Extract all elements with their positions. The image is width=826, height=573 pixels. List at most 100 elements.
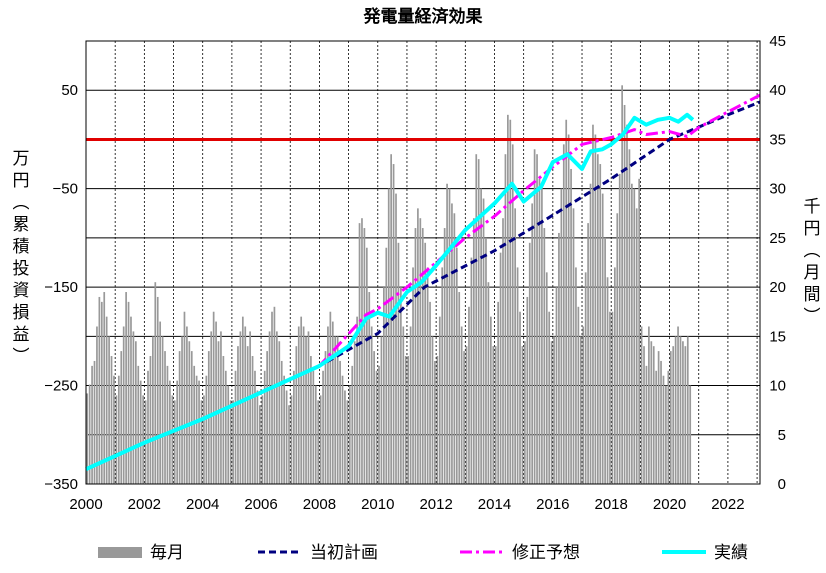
monthly-bar [132, 331, 135, 484]
left-tick-label: −250 [44, 378, 78, 395]
x-tick-label: 2008 [303, 496, 336, 513]
monthly-bar [88, 384, 91, 484]
monthly-bar [421, 228, 424, 484]
monthly-bar [307, 331, 310, 484]
monthly-bar [86, 393, 89, 484]
monthly-bar [293, 370, 295, 484]
monthly-bar [407, 356, 410, 484]
left-axis-label: 万円︵累積投資損益︶ [13, 149, 30, 367]
monthly-bar [285, 390, 288, 484]
monthly-bar [633, 188, 636, 484]
monthly-bar [446, 183, 448, 484]
monthly-bar [283, 375, 286, 484]
monthly-bar [322, 370, 324, 484]
monthly-bar [329, 311, 332, 484]
monthly-bar [562, 144, 565, 484]
monthly-bar [414, 228, 417, 484]
monthly-bar [504, 154, 507, 484]
monthly-bar [370, 326, 373, 484]
monthly-bar [468, 306, 470, 484]
monthly-bar [314, 385, 317, 484]
x-tick-label: 2006 [244, 496, 277, 513]
monthly-bar [560, 188, 563, 484]
monthly-bar [631, 183, 633, 484]
monthly-bar [232, 400, 234, 484]
monthly-bar [237, 346, 239, 484]
monthly-bar [290, 395, 293, 484]
monthly-bar [280, 360, 283, 484]
monthly-bar [113, 375, 115, 484]
monthly-bar [470, 257, 473, 484]
monthly-bar [672, 346, 675, 484]
monthly-bar [463, 351, 465, 484]
monthly-bar [550, 341, 553, 484]
axis-title: 万円︵累積投資損益︶ [13, 149, 30, 367]
monthly-bar [400, 287, 402, 484]
monthly-bar [565, 119, 568, 484]
monthly-bar [472, 218, 475, 484]
monthly-bar [524, 341, 526, 484]
monthly-bar [181, 336, 183, 484]
monthly-bar [482, 198, 485, 484]
monthly-bar [361, 218, 363, 484]
monthly-bar [628, 149, 631, 485]
left-tick-label: −150 [44, 279, 78, 296]
monthly-bar [263, 370, 266, 484]
monthly-bar [312, 370, 315, 484]
right-tick-label: 5 [778, 427, 786, 444]
x-tick-label: 2012 [419, 496, 452, 513]
monthly-bar [419, 218, 422, 484]
monthly-bar [502, 218, 504, 484]
monthly-bar [669, 351, 672, 484]
monthly-bar [412, 267, 414, 484]
monthly-bar [623, 104, 626, 484]
monthly-bar [404, 356, 407, 484]
right-tick-label: 10 [769, 378, 786, 395]
monthly-bar [93, 360, 96, 484]
monthly-bar [203, 395, 205, 484]
monthly-bar [621, 85, 623, 485]
x-tick-label: 2018 [595, 496, 628, 513]
monthly-bar [117, 375, 120, 484]
monthly-bar [679, 336, 682, 484]
monthly-bar [616, 213, 619, 484]
monthly-bar [353, 341, 356, 484]
monthly-bar [271, 311, 273, 484]
series-lines [85, 93, 761, 472]
monthly-bar [351, 365, 354, 484]
monthly-bar [599, 164, 602, 485]
monthly-bar [575, 267, 577, 484]
plot-frame [85, 40, 761, 485]
monthly-bar [251, 356, 254, 484]
monthly-bar [200, 400, 203, 484]
monthly-bar [288, 405, 290, 484]
x-tick-label: 2014 [478, 496, 511, 513]
monthly-bar [434, 360, 436, 484]
monthly-bar [212, 311, 215, 484]
monthly-bar [460, 326, 463, 484]
monthly-bar [606, 277, 609, 484]
monthly-bar [375, 370, 378, 484]
monthly-bar [645, 365, 648, 484]
monthly-bar [278, 341, 281, 484]
monthly-bar [173, 400, 176, 484]
monthly-bar [256, 390, 259, 484]
right-axis-label: 千円︵月間︶ [804, 197, 821, 327]
monthly-bar [572, 208, 575, 484]
monthly-bar [224, 370, 227, 484]
monthly-bar [154, 282, 157, 484]
monthly-bar [210, 331, 213, 484]
right-tick-label: 40 [769, 82, 786, 99]
monthly-bar [677, 326, 679, 484]
x-tick-label: 2020 [653, 496, 686, 513]
monthly-bar [475, 154, 478, 484]
monthly-bar [626, 124, 628, 484]
monthly-bar [193, 365, 196, 484]
monthly-bar [436, 356, 439, 484]
monthly-bar [383, 287, 385, 484]
monthly-bar [297, 326, 300, 484]
monthly-bar [686, 336, 689, 484]
monthly-bar [166, 365, 169, 484]
monthly-bar [363, 228, 366, 484]
